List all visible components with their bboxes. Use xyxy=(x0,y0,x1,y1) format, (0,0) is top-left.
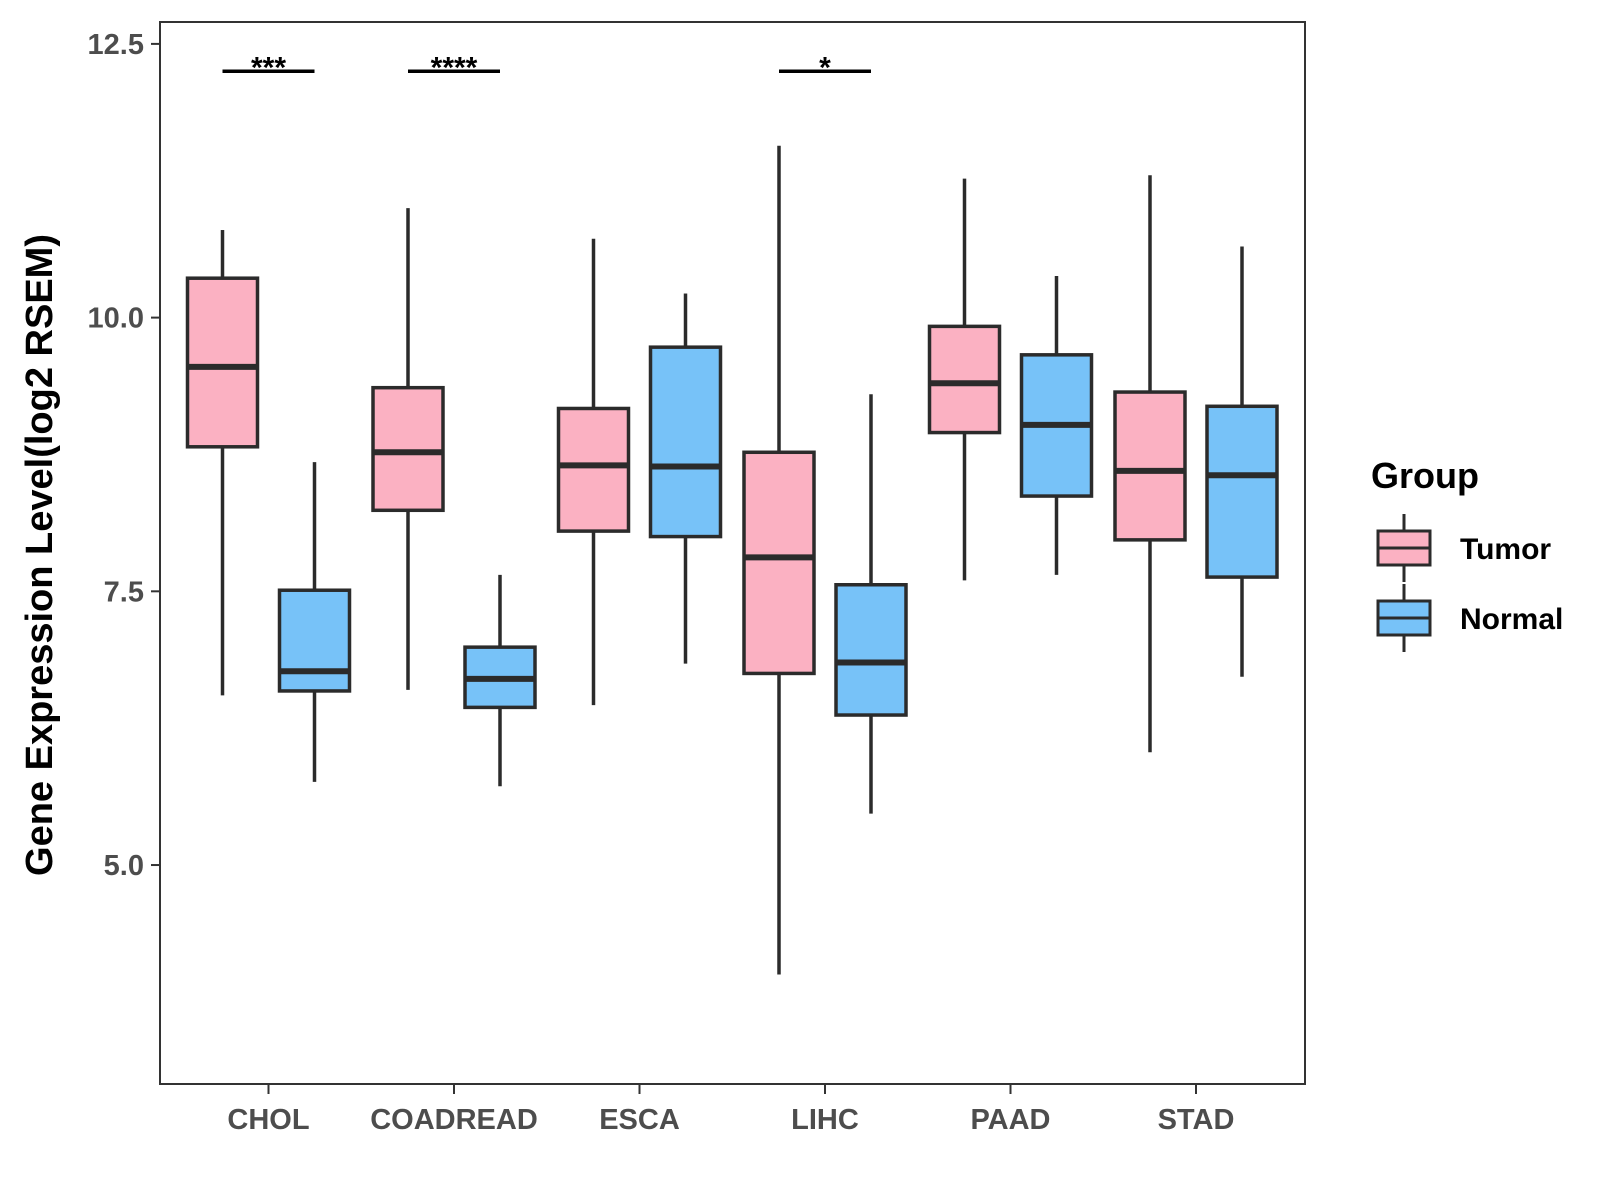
box-normal-stad xyxy=(1205,246,1279,677)
box-tumor-chol xyxy=(185,230,260,696)
box-normal-chol xyxy=(277,462,352,782)
box-body xyxy=(648,345,723,539)
y-tick-label: 10.0 xyxy=(88,303,144,335)
significance-chol: *** xyxy=(222,51,315,84)
legend-entry-tumor: Tumor xyxy=(1376,514,1551,582)
box-body xyxy=(1113,390,1187,542)
y-tick-label: 7.5 xyxy=(104,576,144,608)
box-body xyxy=(277,588,352,693)
x-tick-label: PAAD xyxy=(970,1104,1050,1136)
box-tumor-esca xyxy=(556,238,631,706)
plot-area: *** **** * xyxy=(185,51,1279,975)
legend-title: Group xyxy=(1371,455,1479,496)
legend-label: Tumor xyxy=(1460,533,1551,566)
y-tick-label: 12.5 xyxy=(88,29,144,61)
box-body xyxy=(185,276,260,449)
axes: 5.0 7.5 10.0 12.5 CHOL COADREAD ESCA LIHC PAAD ST… xyxy=(88,21,1306,1136)
box-body xyxy=(742,450,816,676)
box-normal-lihc xyxy=(834,394,908,814)
box-body xyxy=(371,385,445,513)
significance-label: **** xyxy=(431,51,478,84)
panel-border xyxy=(159,21,1306,1085)
x-tick-label: CHOL xyxy=(227,1104,309,1136)
box-body xyxy=(834,583,908,717)
box-normal-paad xyxy=(1019,276,1094,575)
box-body xyxy=(927,324,1002,435)
significance-coadread: **** xyxy=(408,51,500,84)
significance-lihc: * xyxy=(779,51,871,84)
legend: Group Tumor Normal xyxy=(1371,455,1563,652)
x-tick-label: STAD xyxy=(1158,1104,1235,1136)
significance-label: *** xyxy=(251,51,286,84)
box-normal-esca xyxy=(648,293,723,664)
y-axis-label: Gene Expression Level(log2 RSEM) xyxy=(19,234,61,876)
box-tumor-coadread xyxy=(371,208,445,690)
box-normal-coadread xyxy=(463,574,537,787)
x-tick-label: LIHC xyxy=(791,1104,859,1136)
box-body xyxy=(556,406,631,533)
x-tick-label: ESCA xyxy=(599,1104,680,1136)
box-body xyxy=(1205,404,1279,579)
legend-label: Normal xyxy=(1460,603,1563,636)
significance-label: * xyxy=(819,51,831,84)
y-tick-label: 5.0 xyxy=(104,850,144,882)
box-tumor-lihc xyxy=(742,145,816,975)
box-tumor-paad xyxy=(927,178,1002,581)
legend-entry-normal: Normal xyxy=(1376,584,1563,652)
box-tumor-stad xyxy=(1113,175,1187,753)
x-tick-label: COADREAD xyxy=(370,1104,538,1136)
